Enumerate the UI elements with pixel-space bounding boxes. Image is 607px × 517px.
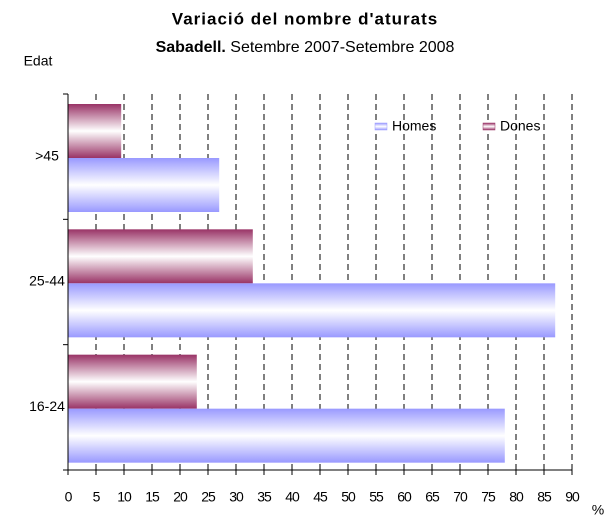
x-tick-label: 65 — [425, 489, 440, 505]
y-axis-label: Edat — [24, 53, 53, 69]
bar — [68, 408, 505, 463]
y-tick-label: 25-44 — [29, 273, 65, 289]
bar — [68, 283, 556, 338]
y-tick-label: >45 — [35, 147, 59, 163]
x-tick-label: 90 — [565, 489, 580, 505]
x-axis-label: % — [592, 502, 604, 517]
legend-label: Homes — [392, 118, 436, 134]
chart-title: Variació del nombre d'aturats — [172, 9, 438, 28]
x-tick-label: 55 — [369, 489, 384, 505]
x-tick-label: 15 — [145, 489, 160, 505]
x-tick-label: 40 — [285, 489, 300, 505]
x-tick-label: 25 — [201, 489, 216, 505]
x-tick-label: 35 — [257, 489, 272, 505]
bar — [68, 229, 253, 284]
x-tick-label: 10 — [117, 489, 132, 505]
x-tick-label: 60 — [397, 489, 412, 505]
x-tick-label: 45 — [313, 489, 328, 505]
x-tick-label: 70 — [453, 489, 468, 505]
legend-swatch — [482, 122, 496, 131]
y-tick-label: 16-24 — [29, 398, 65, 414]
x-tick-label: 50 — [341, 489, 356, 505]
legend-swatch — [374, 122, 388, 131]
subtitle-text: Setembre 2007-Setembre 2008 — [230, 39, 454, 56]
x-tick-label: 80 — [509, 489, 524, 505]
bar — [68, 158, 220, 212]
legend-label: Dones — [500, 118, 540, 134]
bar — [68, 104, 122, 158]
chart-subtitle: Sabadell. Setembre 2007-Setembre 2008 — [156, 39, 455, 56]
x-tick-label: 5 — [93, 489, 101, 505]
x-tick-label: 20 — [173, 489, 188, 505]
subtitle-bold: Sabadell. — [156, 39, 226, 56]
x-tick-label: 75 — [481, 489, 496, 505]
x-tick-label: 85 — [537, 489, 552, 505]
x-tick-label: 0 — [65, 489, 73, 505]
x-tick-label: 30 — [229, 489, 244, 505]
bar — [68, 354, 197, 409]
